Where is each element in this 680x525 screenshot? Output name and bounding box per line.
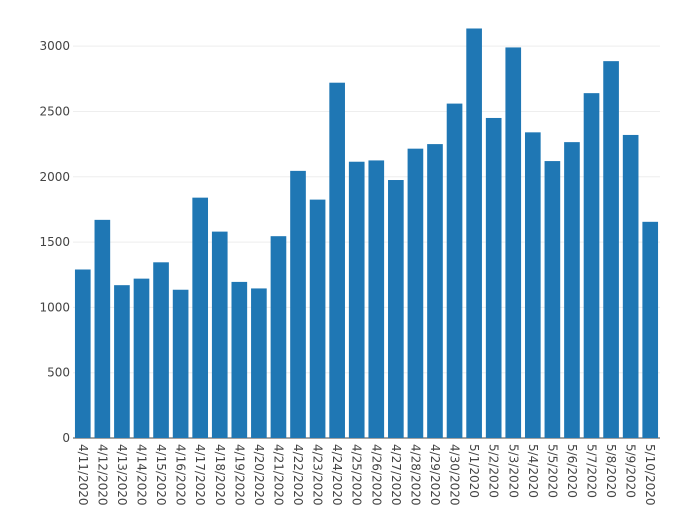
y-tick-label: 2000 <box>39 170 70 184</box>
bar <box>153 262 169 438</box>
bar <box>133 278 150 438</box>
bar <box>603 61 619 438</box>
x-tick-label: 4/15/2020 <box>154 444 168 506</box>
gridlines <box>73 45 660 439</box>
x-tick-label: 4/17/2020 <box>193 444 207 506</box>
x-tick-label: 4/11/2020 <box>76 444 90 506</box>
x-tick-label: 4/22/2020 <box>291 444 305 506</box>
x-tick-label: 5/6/2020 <box>565 444 579 498</box>
bar <box>309 199 326 438</box>
bar <box>427 144 443 438</box>
bar <box>388 180 404 438</box>
x-tick-label: 4/24/2020 <box>330 444 344 506</box>
x-tick-label: 4/14/2020 <box>134 444 148 506</box>
bar <box>583 93 600 439</box>
y-tick-label: 3000 <box>39 39 70 53</box>
bar <box>466 28 482 438</box>
y-tick-label: 0 <box>62 431 70 445</box>
y-tick-label: 1000 <box>39 300 70 314</box>
x-tick-label: 4/25/2020 <box>350 444 364 506</box>
x-tick-label: 4/30/2020 <box>448 444 462 506</box>
bar <box>251 288 267 438</box>
x-tick-label: 5/10/2020 <box>643 444 657 506</box>
bar <box>505 47 522 439</box>
x-tick-label: 4/23/2020 <box>311 444 325 506</box>
bar <box>270 236 287 438</box>
bar <box>114 285 130 438</box>
bar <box>290 170 306 438</box>
x-tick-label: 5/4/2020 <box>526 444 540 498</box>
x-tick-label: 5/7/2020 <box>585 444 599 498</box>
bar <box>368 160 385 438</box>
bar <box>192 197 209 438</box>
x-tick-label: 4/13/2020 <box>115 444 129 506</box>
y-tick-label: 500 <box>47 366 70 380</box>
x-tick-label: 4/28/2020 <box>408 444 422 506</box>
x-tick-label: 5/3/2020 <box>506 444 520 498</box>
bar <box>446 103 463 438</box>
x-tick-label: 4/18/2020 <box>213 444 227 506</box>
bar <box>622 134 639 438</box>
bar <box>74 269 91 438</box>
x-tick-label: 4/27/2020 <box>389 444 403 506</box>
x-tick-label: 5/8/2020 <box>604 444 618 498</box>
bar <box>485 117 502 438</box>
x-tick-label: 4/19/2020 <box>232 444 246 506</box>
bar <box>211 231 228 438</box>
bar <box>94 219 111 438</box>
y-axis-ticks: 0 500 1000 1500 2000 2500 3000 <box>39 39 70 445</box>
y-tick-label: 1500 <box>39 235 70 249</box>
x-tick-label: 5/5/2020 <box>545 444 559 498</box>
bar <box>524 132 541 438</box>
bar <box>231 281 248 438</box>
bar <box>172 289 189 438</box>
x-tick-label: 4/26/2020 <box>369 444 383 506</box>
bar <box>642 221 659 438</box>
x-tick-label: 5/2/2020 <box>487 444 501 498</box>
bar <box>407 148 424 438</box>
bar <box>564 142 580 438</box>
x-axis-ticks: 4/11/2020 4/12/2020 4/13/2020 4/14/2020 4/15… <box>76 444 657 506</box>
x-tick-label: 4/20/2020 <box>252 444 266 506</box>
bar <box>544 161 561 438</box>
x-tick-label: 4/21/2020 <box>271 444 285 506</box>
x-tick-label: 4/12/2020 <box>95 444 109 506</box>
x-tick-label: 5/1/2020 <box>467 444 481 498</box>
x-tick-label: 4/29/2020 <box>428 444 442 506</box>
bar <box>348 161 365 438</box>
x-tick-label: 4/16/2020 <box>174 444 188 506</box>
bar <box>329 82 345 438</box>
bars <box>74 28 659 439</box>
y-tick-label: 2500 <box>39 104 70 118</box>
x-tick-label: 5/9/2020 <box>624 444 638 498</box>
